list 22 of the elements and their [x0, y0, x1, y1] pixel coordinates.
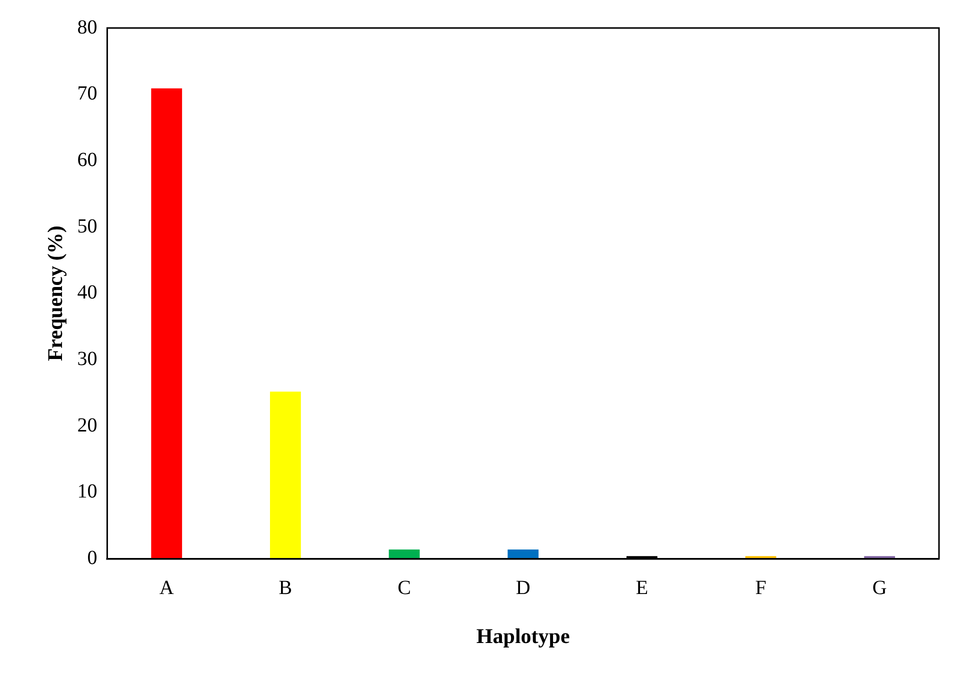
x-tick-label: A — [159, 577, 174, 600]
x-tick-label: F — [755, 577, 766, 600]
y-tick-label: 50 — [77, 215, 98, 238]
y-tick-label: 80 — [77, 16, 98, 38]
bar — [388, 550, 420, 559]
y-tick-label: 70 — [77, 82, 98, 105]
y-tick-label: 0 — [87, 547, 98, 570]
x-axis-title: Haplotype — [476, 624, 570, 648]
x-tick-label: E — [636, 577, 648, 600]
x-tick-label: B — [278, 577, 292, 600]
bar — [151, 88, 182, 559]
bar — [270, 392, 301, 559]
y-tick-label: 20 — [77, 414, 98, 436]
y-tick-label: 60 — [77, 148, 98, 171]
y-axis-title: Frequency (%) — [43, 226, 68, 362]
bar — [508, 550, 539, 559]
y-tick-label: 30 — [77, 348, 98, 370]
x-tick-label: G — [872, 577, 887, 600]
y-tick-label: 40 — [77, 282, 98, 304]
x-tick-label: C — [398, 577, 411, 600]
x-tick-label: D — [516, 577, 530, 600]
y-tick-label: 10 — [77, 480, 98, 503]
